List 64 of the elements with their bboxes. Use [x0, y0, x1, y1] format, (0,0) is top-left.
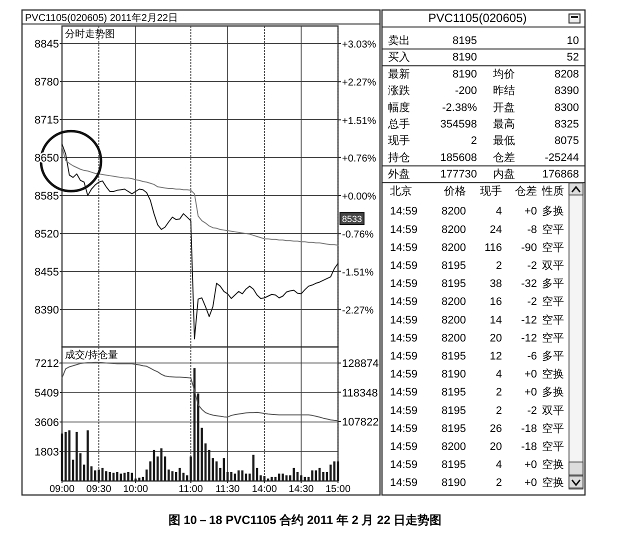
text: 涨跌 -200 昨结 8390: [388, 85, 579, 98]
y2-tick-label: -1.51%: [342, 267, 374, 278]
text: 卖出 8195 10: [388, 35, 579, 47]
caption: 图 10－18 PVC1105 合约 2011 年 2 月 22 日走势图: [168, 513, 442, 527]
text: 现手 2 最低 8075: [388, 135, 579, 148]
y-tick-label: 8845: [34, 38, 59, 51]
y2-tick-label: +1.51%: [342, 116, 376, 127]
text: 北京 价格 现手 仓差 性质: [390, 185, 564, 198]
y-tick-label: 8715: [34, 114, 59, 127]
x-tick-label: 14:00: [252, 484, 278, 495]
x-tick-label: 11:30: [215, 484, 240, 495]
y2-tick-label: 107822: [342, 416, 379, 428]
y2-tick-label: -2.27%: [342, 305, 374, 316]
text: 14:59 8195 2 -2 双平: [390, 260, 564, 272]
text: 外盘 177730 内盘 176868: [388, 168, 579, 181]
y-tick-label: 8520: [34, 228, 59, 241]
line-series: [62, 146, 338, 246]
text: 14:59 8200 20 -12 空平: [390, 332, 564, 344]
text: 14:59 8195 2 -2 双平: [390, 404, 564, 417]
y2-tick-label: -0.76%: [342, 230, 374, 241]
text: 14:59 8200 24 -8 空平: [390, 224, 564, 236]
text: 14:59 8195 4 +0 空换: [390, 459, 564, 472]
text: 14:59 8195 2 +0 多换: [390, 386, 564, 399]
text: PVC1105(020605): [428, 11, 527, 25]
text: 总手 354598 最高 8325: [388, 118, 579, 130]
y2-tick-label: +0.76%: [342, 153, 376, 164]
text: 8533: [342, 214, 362, 224]
y2-tick-label: +3.03%: [342, 40, 376, 51]
x-tick-label: 15:00: [325, 484, 351, 495]
x-tick-label: 10:00: [123, 484, 149, 495]
text: 14:59 8195 26 -18 空平: [390, 422, 564, 435]
chart-subtitle: 分时走势图: [65, 28, 115, 40]
y2-tick-label: +0.00%: [342, 192, 376, 203]
text: 14:59 8200 20 -18 空平: [390, 441, 564, 453]
text: 14:59 8195 38 -32 多平: [390, 278, 564, 290]
y-tick-label: 8390: [34, 304, 59, 317]
text: 14:59 8195 12 -6 多平: [390, 350, 564, 362]
text: 买入 8190 52: [388, 52, 579, 64]
x-tick-label: 09:00: [49, 484, 75, 495]
text: 14:59 8200 116 -90 空平: [390, 242, 564, 254]
chart-title: 成交/持仓量: [65, 349, 118, 361]
x-tick-label: 09:30: [86, 484, 112, 495]
y-tick-label: 5409: [34, 388, 59, 400]
text: 14:59 8190 4 +0 空换: [390, 368, 564, 381]
line-series: [62, 362, 338, 422]
y-tick-label: 7212: [34, 358, 59, 370]
y-tick-label: 8585: [34, 190, 59, 203]
x-tick-label: 14:30: [288, 484, 314, 495]
y-tick-label: 1803: [34, 446, 59, 458]
text: 14:59 8190 2 +0 空换: [390, 477, 564, 490]
text: 幅度 -2.38% 开盘 8300: [388, 102, 579, 114]
chart-title: PVC1105(020605) 2011年2月22日: [25, 12, 178, 24]
y-tick-label: 8455: [34, 266, 59, 279]
text: 14:59 8200 16 -2 空平: [390, 296, 564, 308]
x-tick-label: 11:00: [178, 484, 204, 495]
text: 最新 8190 均价 8208: [388, 68, 579, 80]
text: 14:59 8200 14 -12 空平: [390, 314, 564, 326]
text: 14:59 8200 4 +0 多换: [390, 206, 564, 218]
y2-tick-label: 128874: [342, 358, 379, 370]
y2-tick-label: 118348: [342, 387, 378, 400]
text: 持仓 185608 仓差 -25244: [388, 152, 579, 164]
y2-tick-label: +2.27%: [342, 78, 376, 89]
y-tick-label: 8780: [34, 76, 59, 89]
y-tick-label: 3606: [34, 417, 59, 429]
